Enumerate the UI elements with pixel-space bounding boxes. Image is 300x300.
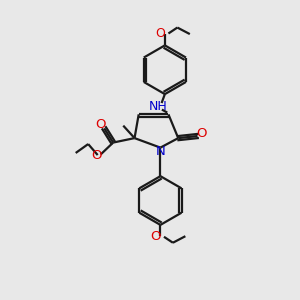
Text: NH: NH: [148, 100, 167, 112]
Text: O: O: [155, 27, 165, 40]
Text: O: O: [95, 118, 106, 131]
Text: N: N: [156, 145, 166, 158]
Text: O: O: [150, 230, 160, 243]
Text: O: O: [196, 127, 206, 140]
Text: O: O: [91, 148, 102, 162]
